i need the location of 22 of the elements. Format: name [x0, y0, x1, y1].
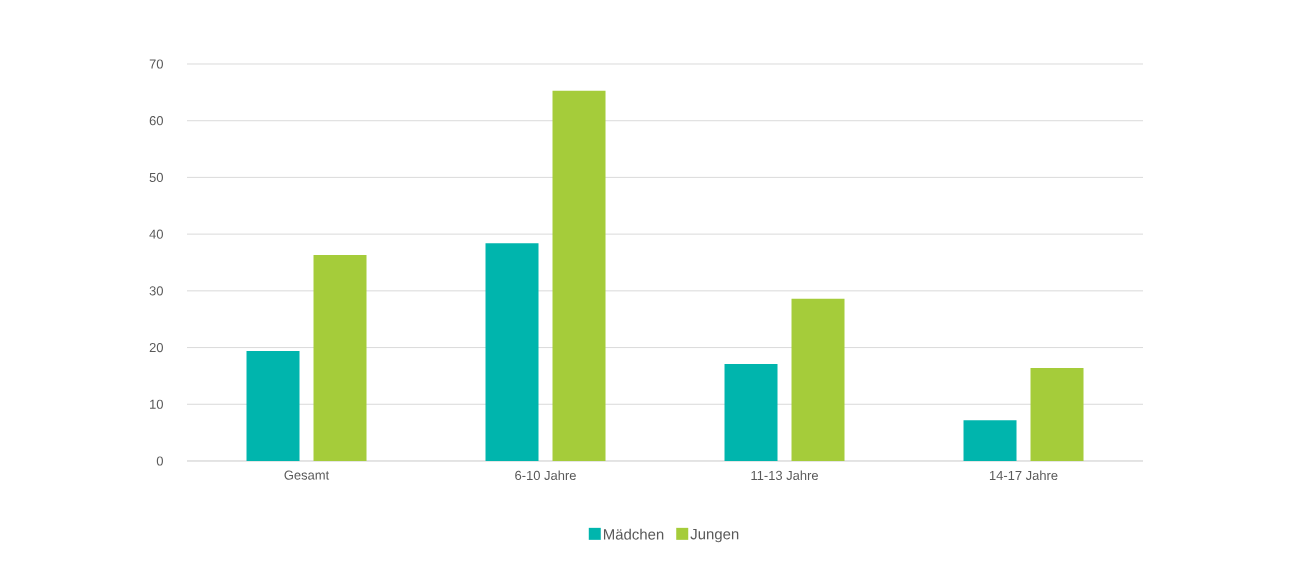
- bar: [485, 243, 539, 461]
- bar: [724, 364, 778, 461]
- y-tick-label: 70: [149, 59, 163, 69]
- x-tick-label: Gesamt: [284, 470, 330, 480]
- y-tick-label: 30: [149, 286, 163, 296]
- x-tick-label: 11-13 Jahre: [751, 470, 818, 481]
- bar: [246, 350, 300, 461]
- bar: [963, 420, 1017, 461]
- y-tick-label: 0: [156, 456, 163, 466]
- x-tick-label: 6-10 Jahre: [515, 470, 576, 481]
- y-tick-label: 50: [149, 172, 163, 182]
- legend-label: Mädchen: [603, 528, 664, 540]
- y-tick-label: 10: [150, 399, 163, 409]
- bar: [552, 90, 606, 461]
- bar: [1030, 367, 1084, 461]
- bar: [313, 255, 367, 461]
- x-tick-label: 14-17 Jahre: [989, 470, 1058, 481]
- y-tick-label: 40: [149, 229, 163, 239]
- legend-label: Jungen: [690, 528, 739, 543]
- y-tick-label: 60: [149, 116, 163, 126]
- bar: [791, 298, 845, 461]
- y-tick-label: 20: [149, 342, 163, 353]
